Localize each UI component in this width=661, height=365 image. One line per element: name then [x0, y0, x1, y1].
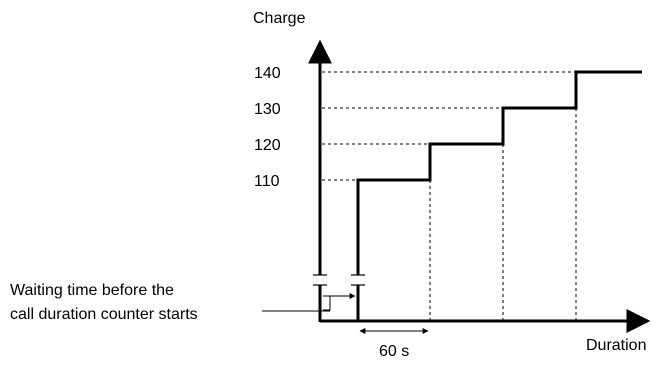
x-axis-label: Duration	[586, 337, 646, 354]
charge-step-line	[356, 70, 642, 322]
interval-label: 60 s	[379, 343, 409, 360]
waiting-time-bracket	[323, 293, 356, 311]
note-line-1: Waiting time before the	[10, 282, 174, 299]
tick-label-110: 110	[254, 173, 280, 190]
tick-label-120: 120	[254, 137, 281, 154]
tick-label-140: 140	[254, 65, 281, 82]
y-axis-break-marker	[312, 274, 328, 286]
y-axis-label: Charge	[253, 10, 306, 27]
tick-label-130: 130	[254, 101, 281, 118]
note-line-2: call duration counter starts	[10, 306, 198, 323]
step-break-marker	[350, 274, 366, 286]
